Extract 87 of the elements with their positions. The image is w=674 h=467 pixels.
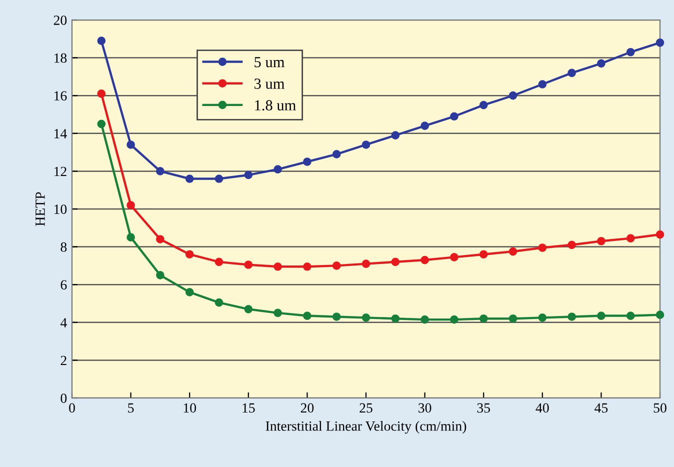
x-tick-label: 50: [654, 403, 666, 413]
y-tick-label: 18: [54, 53, 67, 63]
point: [538, 244, 547, 252]
point: [97, 36, 106, 45]
point: [185, 174, 194, 183]
point: [214, 298, 224, 307]
point: [303, 312, 312, 320]
point: [479, 250, 488, 259]
legend-label: 1.8 um: [255, 100, 296, 111]
point: [597, 236, 606, 246]
point: [332, 262, 341, 270]
point: [391, 258, 400, 266]
x-tick-label: 0: [69, 403, 75, 413]
y-tick-label: 4: [60, 318, 67, 328]
x-axis-title: Interstitial Linear Velocity (cm/min): [266, 421, 466, 434]
point: [420, 315, 429, 324]
point: [568, 312, 576, 321]
point: [156, 167, 164, 176]
point: [185, 250, 194, 259]
point: [274, 262, 282, 271]
point: [626, 234, 635, 242]
x-tick-label: 25: [360, 403, 372, 413]
y-tick-label: 0: [60, 394, 67, 403]
point: [656, 38, 664, 47]
point: [538, 314, 547, 322]
point: [450, 315, 458, 324]
point: [185, 288, 194, 296]
y-tick-label: 14: [54, 129, 67, 138]
point: [656, 230, 664, 239]
point: [126, 140, 135, 149]
point: [156, 235, 164, 244]
point: [362, 140, 370, 149]
point: [97, 90, 106, 98]
point: [508, 91, 518, 100]
point: [597, 59, 606, 68]
legend-label: 3 um: [254, 78, 285, 89]
legend-label: 5 um: [254, 57, 285, 68]
point: [626, 312, 635, 320]
y-tick-label: 2: [60, 356, 66, 366]
point: [244, 260, 253, 269]
point: [244, 305, 253, 314]
point: [450, 253, 458, 262]
point: [420, 256, 429, 264]
point: [538, 80, 547, 88]
point: [303, 262, 312, 271]
y-tick-label: 20: [54, 16, 67, 25]
point: [303, 158, 312, 166]
point: [597, 312, 606, 320]
x-tick-label: 45: [594, 403, 608, 413]
point: [126, 201, 135, 210]
point: [479, 314, 488, 323]
point: [274, 308, 282, 318]
point: [508, 247, 518, 256]
point: [362, 260, 370, 268]
point: [244, 170, 253, 180]
point: [274, 165, 282, 174]
x-tick-label: 10: [184, 403, 196, 413]
x-tick-label: 20: [300, 403, 314, 413]
y-axis-title: HETP: [36, 192, 45, 226]
point: [391, 314, 400, 323]
point: [332, 312, 341, 321]
y-tick-label: 16: [54, 91, 67, 101]
x-tick-label: 5: [128, 403, 134, 413]
y-tick-label: 6: [60, 280, 67, 290]
point: [450, 112, 458, 121]
point: [656, 310, 664, 320]
y-tick-label: 8: [60, 242, 67, 252]
y-tick-label: 10: [54, 204, 67, 214]
point: [362, 314, 370, 322]
point: [420, 122, 429, 130]
point: [479, 100, 488, 110]
x-tick-label: 40: [536, 403, 549, 413]
point: [214, 258, 224, 266]
point: [332, 150, 341, 158]
y-tick-label: 12: [54, 166, 66, 176]
point: [126, 233, 135, 242]
point: [508, 314, 518, 323]
point: [568, 68, 576, 78]
point: [626, 48, 635, 56]
x-tick-label: 30: [418, 403, 432, 413]
x-tick-label: 35: [477, 403, 490, 413]
x-tick-label: 15: [242, 403, 255, 413]
point: [568, 240, 576, 250]
point: [156, 270, 164, 280]
point: [97, 120, 106, 128]
point: [391, 131, 400, 140]
point: [214, 174, 224, 183]
